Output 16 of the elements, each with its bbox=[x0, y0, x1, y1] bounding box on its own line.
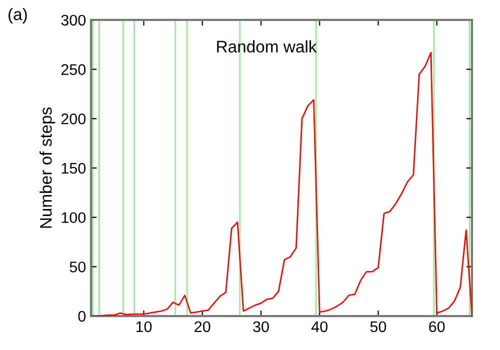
y-tick-label: 200 bbox=[61, 114, 86, 124]
y-axis-title: Number of steps bbox=[40, 107, 56, 228]
x-tick-label: 20 bbox=[194, 321, 210, 332]
x-tick-label: 60 bbox=[429, 321, 445, 332]
x-tick-label: 10 bbox=[136, 321, 152, 332]
y-tick-label: 100 bbox=[62, 212, 86, 224]
annotation: Random walk bbox=[217, 40, 317, 53]
y-tick-label: 0 bbox=[78, 310, 86, 322]
x-tick-label: 40 bbox=[311, 321, 328, 332]
y-tick-label: 250 bbox=[61, 64, 86, 75]
x-tick-label: 50 bbox=[370, 321, 386, 332]
y-tick-label: 150 bbox=[62, 162, 86, 174]
text: (a) bbox=[8, 8, 27, 24]
x-tick-label: 30 bbox=[253, 321, 269, 332]
y-tick-label: 50 bbox=[70, 262, 86, 272]
y-tick-label: 300 bbox=[61, 14, 86, 26]
